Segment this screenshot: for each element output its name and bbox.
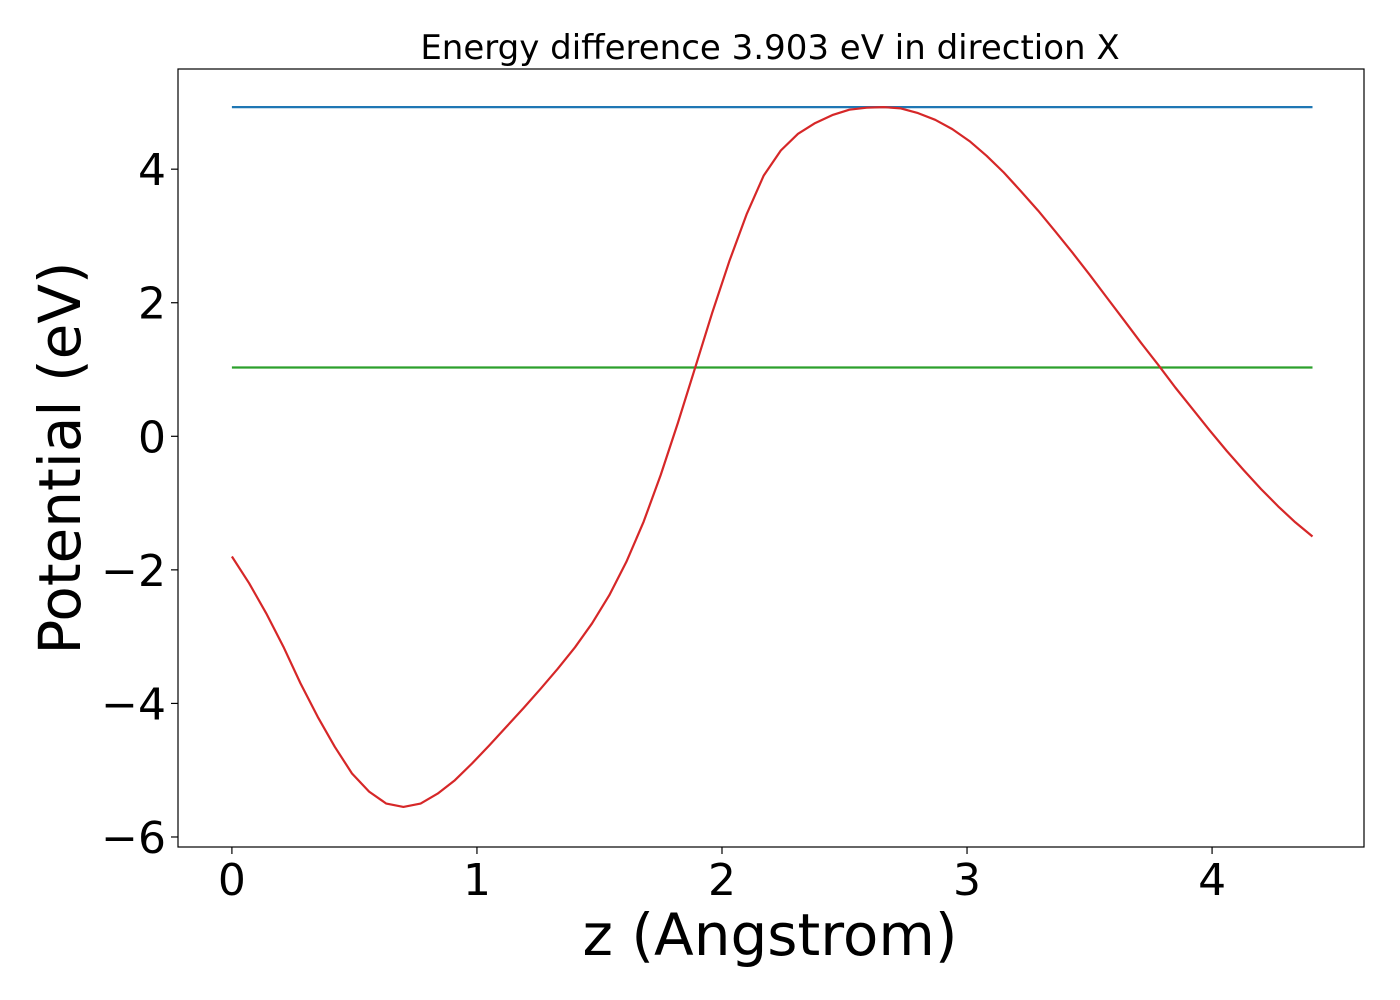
series-line-2 bbox=[230, 105, 1314, 809]
y-tick-label: 4 bbox=[138, 145, 166, 196]
x-tick-label: 4 bbox=[1198, 855, 1226, 906]
x-tick-label: 0 bbox=[218, 855, 246, 906]
plot-area bbox=[230, 105, 1314, 809]
y-tick-label: 2 bbox=[138, 279, 166, 330]
x-tick-label: 1 bbox=[463, 855, 491, 906]
plot-frame bbox=[177, 68, 1365, 848]
y-tick-label: −2 bbox=[101, 546, 166, 597]
y-axis: −6 −4 −2 0 2 4 bbox=[101, 145, 178, 864]
y-tick-label: 0 bbox=[138, 412, 166, 463]
x-axis: 0 1 2 3 4 bbox=[218, 847, 1226, 906]
y-tick-label: −6 bbox=[101, 813, 166, 864]
y-tick-label: −4 bbox=[101, 679, 166, 730]
x-tick-label: 3 bbox=[953, 855, 981, 906]
chart-title: Energy difference 3.903 eV in direction … bbox=[420, 28, 1119, 68]
x-axis-label: z (Angstrom) bbox=[583, 901, 958, 969]
x-tick-label: 2 bbox=[708, 855, 736, 906]
y-axis-label: Potential (eV) bbox=[26, 261, 94, 654]
